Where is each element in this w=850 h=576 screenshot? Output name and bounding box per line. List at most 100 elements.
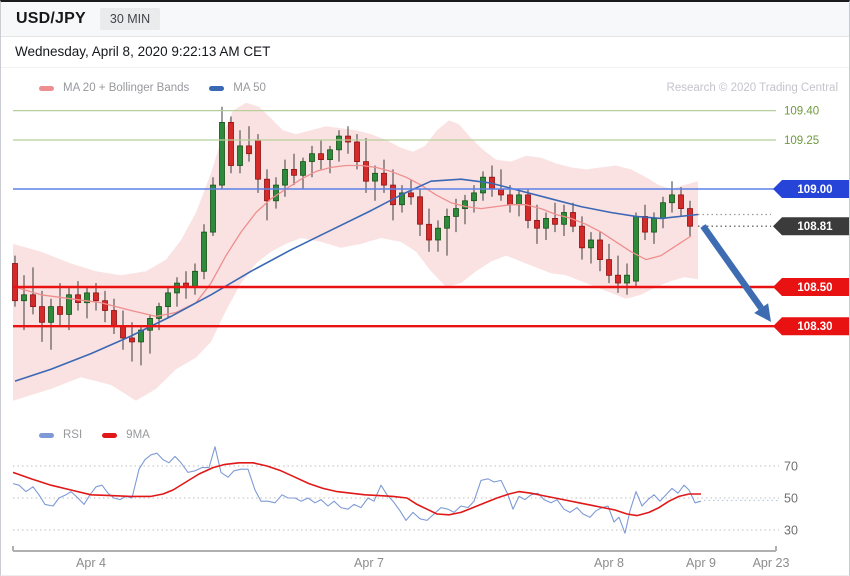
price-badge-shape: [773, 217, 849, 236]
price-badge-109.00: 109.00: [773, 180, 849, 198]
candle-down: [111, 310, 117, 327]
candle-up: [480, 176, 486, 194]
candle-down: [687, 208, 693, 227]
price-chart-legend: MA 20 + Bollinger Bands MA 50: [39, 82, 266, 94]
candle-up: [147, 317, 153, 331]
candle-up: [138, 329, 144, 343]
candle-down: [93, 292, 99, 302]
candle-down: [354, 141, 360, 163]
candle-up: [156, 306, 162, 319]
candle-down: [417, 196, 423, 225]
candle-down: [615, 274, 621, 284]
candle-up: [399, 192, 405, 206]
candle-down: [525, 194, 531, 221]
rsi-line: [12, 446, 702, 534]
candle-up: [669, 194, 675, 204]
trend-arrow-shaft: [700, 224, 764, 310]
rsi-gridline-label-30: 30: [784, 524, 798, 538]
ma50-line: [14, 178, 699, 382]
rsi-ma-legend-label: 9MA: [126, 429, 150, 441]
trend-arrow: [700, 224, 771, 322]
candle-up: [588, 239, 594, 249]
candle-up: [273, 184, 279, 202]
candle-up: [48, 306, 54, 323]
candle-down: [408, 192, 414, 198]
candle-down: [318, 153, 324, 160]
candle-down: [57, 306, 63, 315]
candle-down: [498, 188, 504, 196]
price-badge-108.81: 108.81: [773, 217, 849, 236]
candles-group: [12, 106, 693, 366]
rsi-legend-swatch: [39, 432, 54, 438]
candle-down: [102, 300, 108, 311]
x-axis-label-apr-7: Apr 7: [354, 556, 384, 570]
candle-down: [345, 135, 351, 143]
candle-down: [255, 139, 261, 180]
candle-up: [516, 194, 522, 206]
candle-up: [561, 212, 567, 225]
candle-down: [291, 168, 297, 176]
candle-down: [390, 184, 396, 206]
timeframe-badge[interactable]: 30 MIN: [99, 8, 161, 30]
candle-up: [219, 122, 225, 186]
rsi-ma-legend-swatch: [102, 432, 118, 438]
level-label-109.25: 109.25: [784, 135, 819, 147]
candle-up: [282, 168, 288, 186]
candle-down: [381, 172, 387, 186]
candle-up: [624, 274, 630, 284]
candle-up: [201, 231, 207, 272]
price-badge-text: 108.50: [797, 282, 832, 294]
candle-up: [453, 208, 459, 217]
candle-up: [471, 192, 477, 202]
datetime-label: Wednesday, April 8, 2020 9:22:13 AM CET: [1, 37, 849, 68]
candle-up: [300, 161, 306, 176]
candle-up: [444, 215, 450, 229]
candle-down: [363, 161, 369, 182]
ma50-legend-label: MA 50: [233, 82, 266, 94]
price-badge-shape: [773, 278, 849, 296]
candle-up: [66, 294, 72, 315]
candle-down: [39, 306, 45, 323]
rsi-ma-line: [12, 461, 701, 517]
x-axis-label-apr-23: Apr 23: [753, 556, 790, 570]
candle-up: [309, 153, 315, 162]
price-badge-text: 108.81: [797, 221, 833, 233]
candle-up: [660, 202, 666, 219]
candle-down: [552, 217, 558, 225]
ma20-legend-swatch: [39, 85, 54, 91]
candle-down: [507, 194, 513, 206]
candle-down: [228, 122, 234, 166]
candle-up: [210, 184, 216, 233]
candle-up: [165, 292, 171, 307]
candle-down: [120, 325, 126, 339]
candle-down: [246, 145, 252, 155]
ma20-legend-label: MA 20 + Bollinger Bands: [63, 82, 190, 94]
x-axis-label-apr-9: Apr 9: [686, 556, 716, 570]
candle-down: [30, 294, 36, 307]
x-axis-label-apr-4: Apr 4: [76, 556, 106, 570]
price-badge-108.50: 108.50: [773, 278, 849, 296]
candle-up: [327, 149, 333, 161]
candle-down: [678, 194, 684, 209]
candle-up: [192, 270, 198, 288]
rsi-gridline-label-70: 70: [784, 460, 798, 474]
candle-down: [534, 219, 540, 229]
candle-up: [21, 294, 27, 302]
price-badge-text: 108.30: [797, 321, 832, 333]
price-badge-shape: [773, 317, 849, 336]
price-badge-text: 109.00: [797, 184, 832, 196]
x-axis-label-apr-8: Apr 8: [594, 556, 624, 570]
candle-up: [462, 200, 468, 210]
candle-down: [12, 263, 18, 302]
candle-down: [606, 259, 612, 276]
level-label-109.40: 109.40: [784, 106, 819, 118]
candle-up: [336, 135, 342, 151]
candle-down: [75, 294, 81, 303]
rsi-gridline-label-50: 50: [784, 492, 798, 506]
candle-down: [426, 223, 432, 241]
candle-down: [642, 215, 648, 233]
candle-up: [633, 215, 639, 282]
header: USD/JPY 30 MIN: [1, 2, 849, 37]
